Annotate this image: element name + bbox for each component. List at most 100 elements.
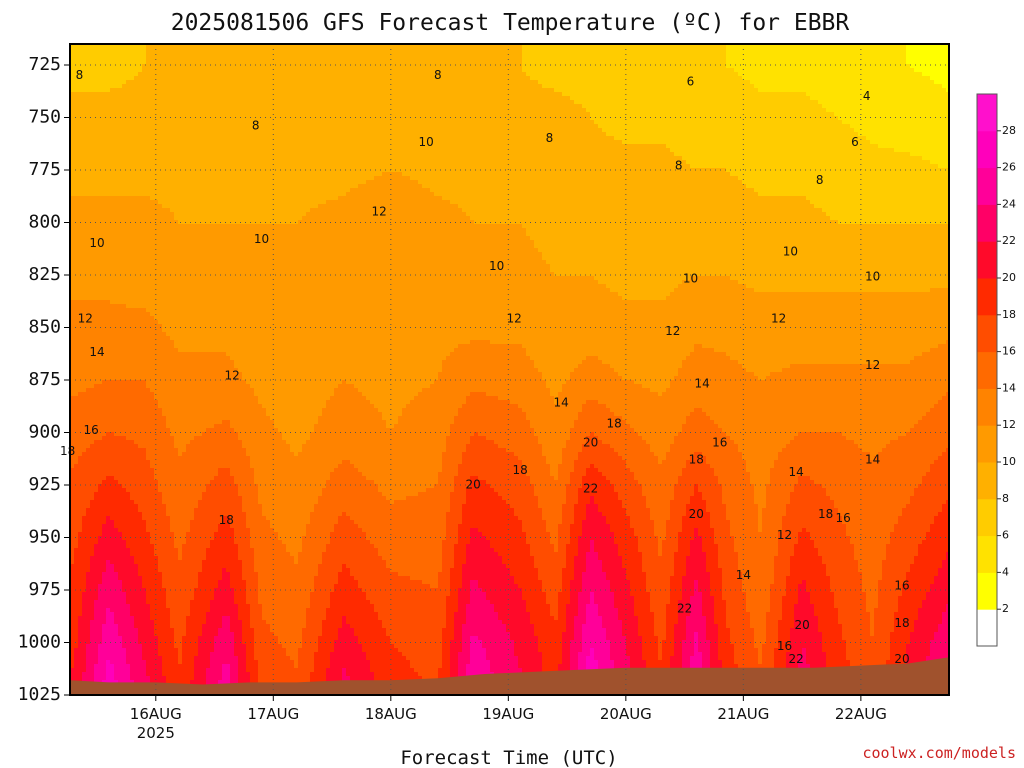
temperature-cell [150,236,154,240]
temperature-cell [134,352,138,356]
temperature-cell [118,112,122,116]
temperature-cell [134,620,138,624]
temperature-cell [142,108,146,112]
temperature-cell [106,56,110,60]
temperature-cell [166,56,170,60]
temperature-cell [162,420,166,424]
temperature-cell [142,212,146,216]
temperature-cell [74,668,78,672]
temperature-cell [190,360,194,364]
temperature-cell [86,292,90,296]
temperature-cell [70,144,74,148]
temperature-cell [178,268,182,272]
temperature-cell [182,188,186,192]
temperature-cell [190,284,194,288]
temperature-cell [162,64,166,68]
temperature-cell [126,608,130,612]
temperature-cell [170,492,174,496]
temperature-cell [70,244,74,248]
temperature-cell [82,272,86,276]
temperature-cell [162,320,166,324]
temperature-cell [150,608,154,612]
plot-area: 8888684681012101010101010121412121212121… [60,43,950,696]
temperature-cell [162,232,166,236]
temperature-cell [138,428,142,432]
temperature-cell [82,292,86,296]
temperature-cell [170,228,174,232]
temperature-cell [82,136,86,140]
temperature-cell [162,360,166,364]
temperature-cell [166,632,170,636]
temperature-cell [142,560,146,564]
temperature-cell [114,208,118,212]
temperature-cell [190,108,194,112]
temperature-cell [122,584,126,588]
temperature-cell [126,208,130,212]
temperature-cell [166,564,170,568]
temperature-cell [138,504,142,508]
temperature-cell [82,472,86,476]
temperature-cell [162,44,166,48]
temperature-cell [86,388,90,392]
temperature-cell [118,84,122,88]
temperature-cell [138,192,142,196]
temperature-cell [114,152,118,156]
temperature-cell [122,672,126,676]
temperature-cell [82,440,86,444]
temperature-cell [86,72,90,76]
temperature-cell [102,44,106,48]
temperature-cell [90,644,94,648]
temperature-cell [86,92,90,96]
temperature-cell [158,204,162,208]
temperature-cell [90,668,94,672]
temperature-cell [174,288,178,292]
temperature-cell [142,360,146,364]
temperature-cell [126,100,130,104]
temperature-cell [138,648,142,652]
temperature-cell [154,460,158,464]
temperature-cell [186,520,190,524]
temperature-cell [70,648,74,652]
temperature-cell [86,472,90,476]
temperature-cell [186,316,190,320]
temperature-cell [182,456,186,460]
temperature-cell [154,456,158,460]
temperature-cell [146,100,150,104]
temperature-cell [158,596,162,600]
temperature-cell [106,192,110,196]
temperature-cell [74,144,78,148]
temperature-cell [74,444,78,448]
temperature-cell [130,108,134,112]
temperature-cell [134,308,138,312]
temperature-cell [182,560,186,564]
temperature-cell [134,148,138,152]
temperature-cell [146,636,150,640]
temperature-cell [78,336,82,340]
temperature-cell [126,680,130,684]
temperature-cell [142,264,146,268]
temperature-cell [178,448,182,452]
temperature-cell [70,612,74,616]
temperature-cell [190,304,194,308]
temperature-cell [98,320,102,324]
temperature-cell [90,108,94,112]
temperature-cell [146,96,150,100]
temperature-cell [110,152,114,156]
temperature-cell [90,280,94,284]
temperature-cell [130,192,134,196]
temperature-cell [182,372,186,376]
temperature-cell [130,400,134,404]
temperature-cell [166,460,170,464]
temperature-cell [150,208,154,212]
temperature-cell [154,380,158,384]
temperature-cell [138,628,142,632]
temperature-cell [70,296,74,300]
temperature-cell [82,72,86,76]
temperature-cell [186,320,190,324]
temperature-cell [162,156,166,160]
temperature-cell [82,648,86,652]
temperature-cell [174,680,178,684]
temperature-cell [86,64,90,68]
temperature-cell [146,80,150,84]
temperature-cell [106,164,110,168]
